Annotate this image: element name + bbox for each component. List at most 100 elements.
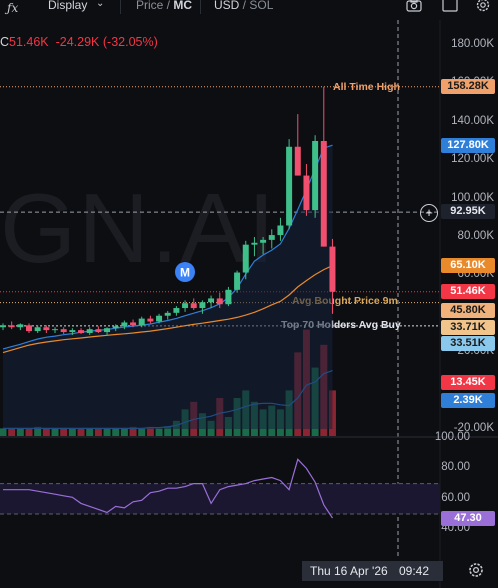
rsi-layer <box>0 458 440 519</box>
volume-bar <box>120 428 128 436</box>
currency-toggle[interactable]: USD / SOL <box>214 0 274 12</box>
candle-body <box>260 239 267 243</box>
candle-body <box>329 246 336 292</box>
candle-body <box>52 329 59 331</box>
candle-body <box>199 302 206 309</box>
y-axis-tick-label: 100.00K <box>451 191 494 204</box>
candle-body <box>121 322 128 327</box>
toolbar: ƒx Display ⌄ Price / MC USD / SOL <box>0 0 498 20</box>
settings-gear-icon[interactable] <box>475 0 491 12</box>
price-legend: C51.46K -24.29K (-32.05%) <box>0 35 158 49</box>
price-tag: 65.10K <box>441 258 495 274</box>
y-axis-tick-label: 120.00K <box>451 153 494 166</box>
crosshair-clock: 09:42 <box>399 564 430 578</box>
fullscreen-icon[interactable] <box>442 0 458 12</box>
m-marker-letter: M <box>180 266 190 280</box>
candle-body <box>303 175 310 211</box>
price-tag: 45.80K <box>441 302 495 318</box>
candle-body <box>320 141 327 247</box>
volume-bar <box>0 428 7 436</box>
display-menu-button[interactable]: Display <box>48 0 88 12</box>
candle-body <box>294 146 301 176</box>
candle-body <box>130 322 137 326</box>
sol-option[interactable]: SOL <box>249 0 274 12</box>
candle-body <box>69 330 76 333</box>
camera-icon[interactable] <box>406 0 422 12</box>
legend-change: -24.29K (-32.05%) <box>55 35 158 49</box>
usd-option[interactable]: USD <box>214 0 240 12</box>
price-tag: 127.80K <box>441 137 495 153</box>
candle-body <box>112 326 119 329</box>
volume-bar <box>16 428 24 436</box>
ath-annotation: All Time High <box>333 81 400 93</box>
axis-settings-gear-icon[interactable] <box>467 561 485 579</box>
crosshair-time-label: Thu 16 Apr '26 09:42 <box>302 561 443 581</box>
price-tag: 158.28K <box>441 79 495 95</box>
candle-body <box>182 303 189 309</box>
legend-symbol: C <box>0 35 10 49</box>
candle-body <box>268 235 275 240</box>
volume-bar <box>68 428 76 436</box>
candle-body <box>78 330 85 333</box>
volume-bar <box>94 428 102 436</box>
volume-bar <box>60 428 68 436</box>
rsi-band <box>0 483 440 514</box>
rsi-tick-label: 100.00 <box>434 431 470 443</box>
candle-body <box>86 329 93 333</box>
candle-body <box>0 325 6 328</box>
volume-bar <box>77 428 85 436</box>
volume-bar <box>112 428 120 436</box>
candle-body <box>286 146 293 226</box>
m-marker-badge <box>175 262 195 282</box>
volume-bar <box>86 428 94 436</box>
y-axis-tick-label: 180.00K <box>451 38 494 50</box>
candle-body <box>138 318 145 326</box>
candle-layer <box>0 86 336 335</box>
legend-value: 51.46K <box>9 35 49 49</box>
candle-body <box>277 225 284 236</box>
candle-body <box>34 327 41 332</box>
volume-bar <box>155 428 163 436</box>
candle-body <box>60 329 67 333</box>
price-tag: 33.51K <box>441 335 495 351</box>
moving-average-line <box>2 265 333 354</box>
volume-bar <box>103 428 111 436</box>
candle-body <box>156 315 163 322</box>
candle-body <box>164 312 171 316</box>
volume-bar <box>164 426 172 436</box>
crosshair-price-label: 92.95K <box>441 204 495 219</box>
volume-bar <box>34 426 42 436</box>
price-mc-toggle[interactable]: Price / MC <box>136 0 193 12</box>
candle-body <box>225 289 232 305</box>
candle-body <box>173 308 180 313</box>
add-alert-button[interactable]: + <box>420 204 438 222</box>
price-option[interactable]: Price <box>136 0 164 12</box>
candle-body <box>26 325 33 332</box>
volume-bar <box>129 426 137 436</box>
volume-bar <box>8 428 16 436</box>
volume-tag: 13.45K <box>441 374 495 390</box>
rsi-tick-label: 60.00 <box>441 491 470 504</box>
toolbar-divider <box>200 0 201 14</box>
rsi-tick-label: 80.00 <box>441 461 470 474</box>
candle-body <box>95 329 102 333</box>
toolbar-divider <box>120 0 121 14</box>
candle-body <box>216 298 223 305</box>
candle-body <box>8 325 15 328</box>
moving-average-layer <box>2 144 333 429</box>
chevron-down-icon[interactable]: ⌄ <box>96 0 105 9</box>
rsi-line <box>3 458 334 519</box>
candle-body <box>43 327 50 331</box>
rsi-value-tag: 47.30 <box>441 510 495 526</box>
moving-average-line <box>2 144 333 350</box>
candle-body <box>242 244 249 273</box>
mc-option[interactable]: MC <box>173 0 193 12</box>
watermark: GN.AI <box>0 173 277 283</box>
candle-body <box>312 141 319 211</box>
moving-average-fill <box>3 145 333 429</box>
volume-bar <box>51 428 59 436</box>
volume-bar <box>138 428 146 436</box>
indicators-button[interactable]: ƒx <box>7 1 19 15</box>
candle-body <box>190 303 197 309</box>
candle-body <box>208 298 215 303</box>
